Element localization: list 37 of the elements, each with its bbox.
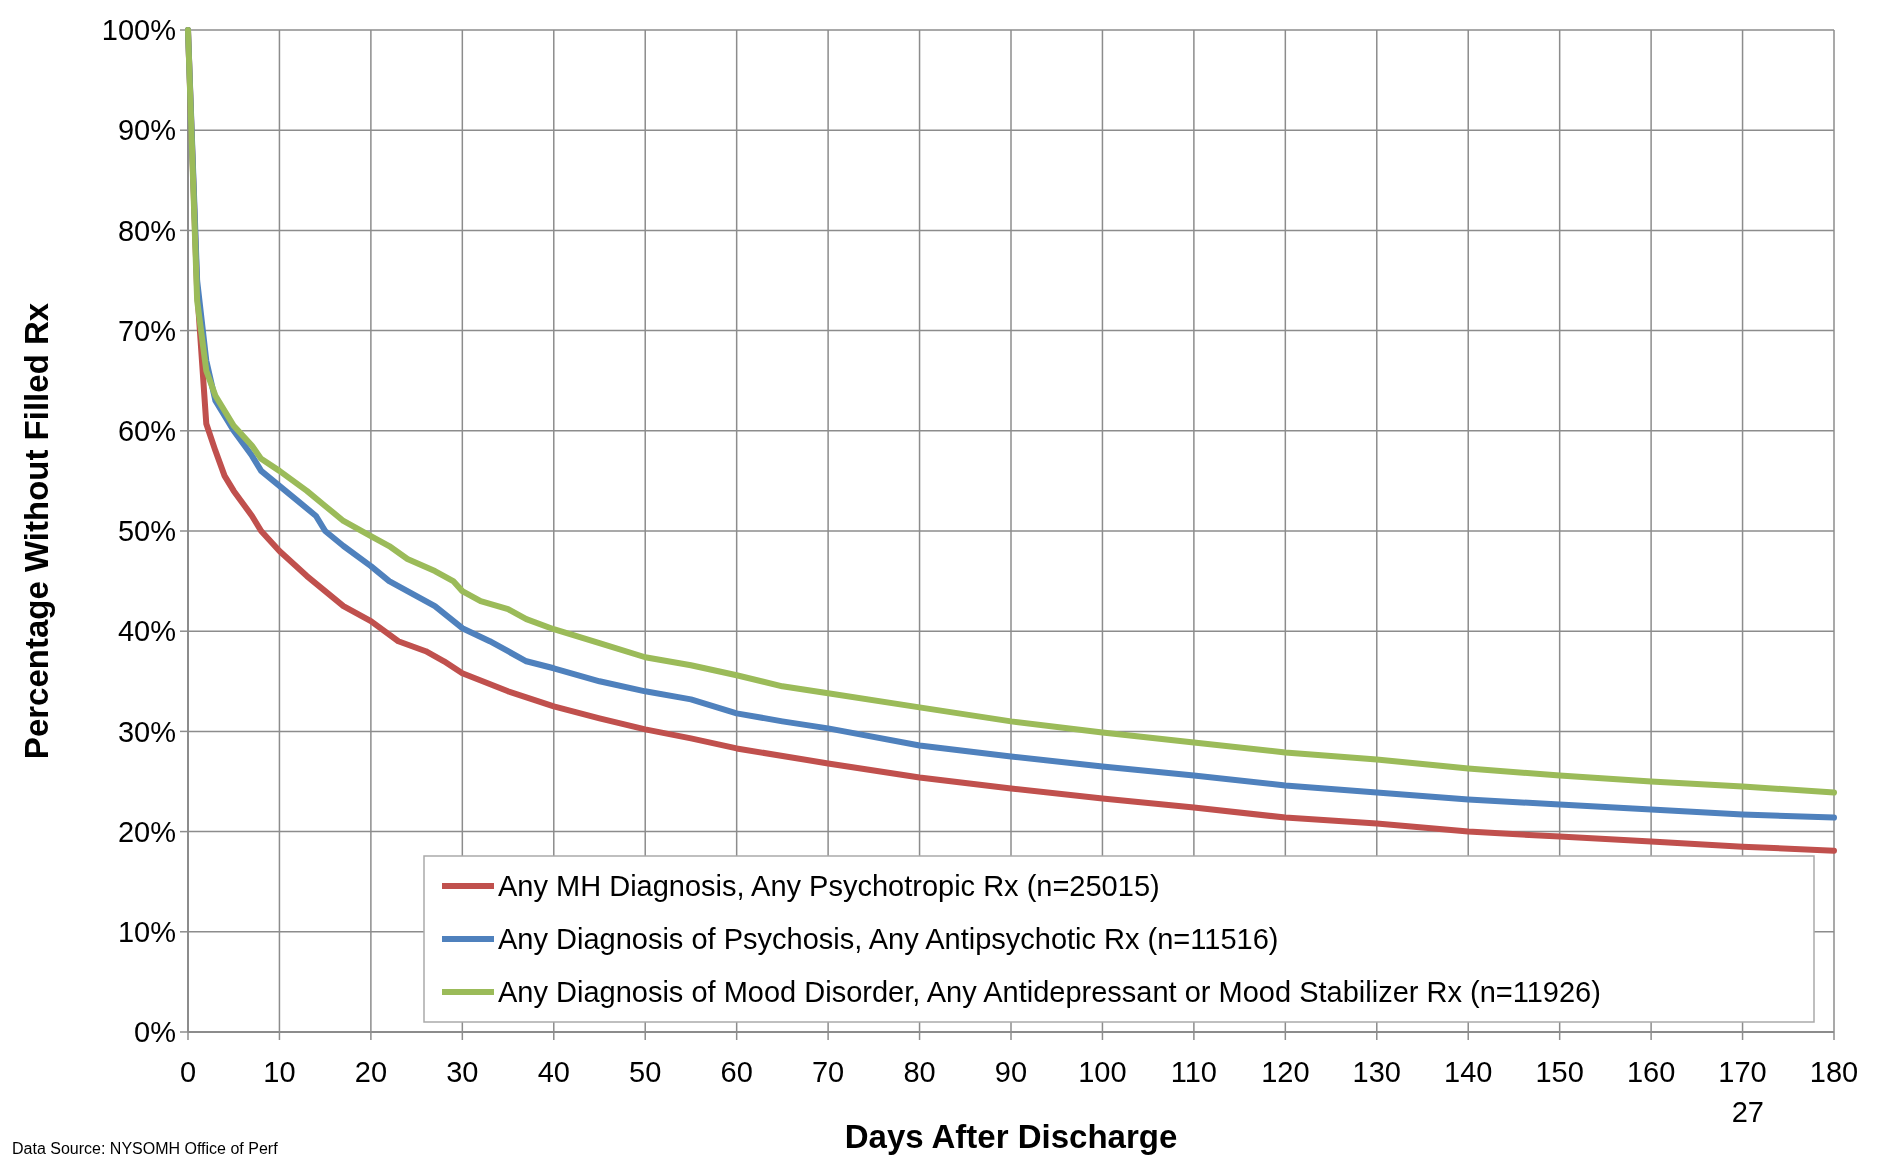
x-tick-label: 40 bbox=[537, 1056, 570, 1088]
legend-label: Any MH Diagnosis, Any Psychotropic Rx (n=25015) bbox=[498, 870, 1160, 903]
y-tick-label: 90% bbox=[117, 114, 176, 147]
legend-label: Any Diagnosis of Mood Disorder, Any Antidepressant or Mood Stabilizer Rx (n=11926) bbox=[498, 976, 1601, 1009]
x-tick-label: 80 bbox=[903, 1056, 936, 1088]
y-tick-label: 40% bbox=[117, 615, 176, 648]
x-tick-label: 100 bbox=[1078, 1056, 1127, 1088]
y-tick-label: 30% bbox=[117, 715, 176, 748]
source-note: Data Source: NYSOMH Office of Perf bbox=[12, 1140, 279, 1157]
x-tick-label: 160 bbox=[1626, 1056, 1676, 1088]
y-tick-label: 20% bbox=[117, 815, 176, 848]
y-tick-label: 50% bbox=[117, 515, 176, 548]
x-tick-label: 50 bbox=[629, 1056, 662, 1088]
x-tick-label: 120 bbox=[1261, 1056, 1310, 1088]
x-tick-label: 150 bbox=[1535, 1056, 1584, 1088]
y-tick-label: 0% bbox=[134, 1016, 176, 1049]
x-tick-label: 0 bbox=[179, 1056, 197, 1088]
x-tick-label: 60 bbox=[720, 1056, 753, 1088]
x-tick-label: 130 bbox=[1352, 1056, 1401, 1088]
x-tick-label: 180 bbox=[1809, 1056, 1859, 1088]
x-axis-title: Days After Discharge bbox=[844, 1118, 1178, 1155]
y-tick-label: 70% bbox=[117, 314, 176, 347]
x-tick-label: 110 bbox=[1170, 1056, 1218, 1088]
y-axis-title: Percentage Without Filled Rx bbox=[18, 302, 55, 760]
x-tick-label: 140 bbox=[1444, 1056, 1493, 1088]
x-tick-label: 90 bbox=[994, 1056, 1028, 1088]
legend-label: Any Diagnosis of Psychosis, Any Antipsychotic Rx (n=11516) bbox=[498, 923, 1279, 956]
y-tick-label: 100% bbox=[101, 14, 176, 47]
x-tick-label: 20 bbox=[354, 1056, 388, 1088]
text: 27 bbox=[1731, 1096, 1764, 1128]
y-tick-label: 10% bbox=[117, 915, 176, 948]
x-tick-label: 170 bbox=[1718, 1056, 1767, 1088]
y-tick-label: 80% bbox=[117, 214, 176, 247]
x-tick-label: 10 bbox=[263, 1056, 296, 1088]
x-tick-label: 70 bbox=[811, 1056, 845, 1088]
y-tick-label: 60% bbox=[117, 414, 176, 447]
x-tick-label: 30 bbox=[446, 1056, 479, 1088]
